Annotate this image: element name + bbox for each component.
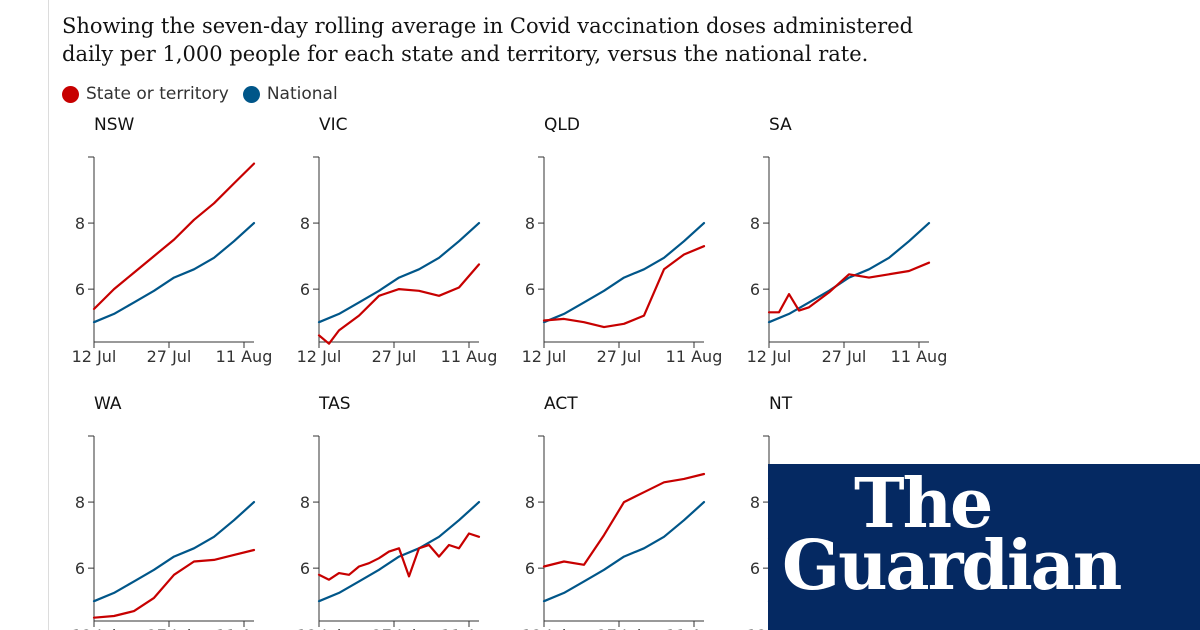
y-tick-label-nsw-6: 6 (75, 280, 85, 299)
legend-item-national: National (242, 84, 338, 104)
national-line-sa (767, 222, 931, 324)
x-tick-label-tas-2: 11 Aug (441, 626, 498, 630)
y-tick-label-act-8: 8 (525, 493, 535, 512)
panel-qld: QLD 6 8 12 Jul 27 Jul 11 Aug (522, 115, 723, 366)
state-line-qld (542, 245, 706, 329)
logo-line-1: The (854, 464, 993, 544)
panel-tas: TAS 6 8 12 Jul 27 Jul 11 Aug (297, 394, 498, 630)
y-tick-label-nt-8: 8 (750, 493, 760, 512)
x-tick-label-wa-1: 27 Jul (147, 626, 192, 630)
national-line-vic (317, 222, 481, 324)
panel-vic: VIC 6 8 12 Jul 27 Jul 11 Aug (297, 115, 498, 366)
legend-item-state: State or territory (62, 84, 229, 104)
x-tick-label-sa-2: 11 Aug (891, 347, 948, 366)
state-line-nsw (92, 162, 256, 311)
x-tick-label-qld-2: 11 Aug (666, 347, 723, 366)
x-tick-label-sa-0: 12 Jul (747, 347, 792, 366)
y-tick-label-wa-6: 6 (75, 559, 85, 578)
panel-title-tas: TAS (318, 394, 351, 414)
panel-title-nt: NT (769, 394, 793, 414)
y-tick-label-tas-6: 6 (300, 559, 310, 578)
panel-wa: WA 6 8 12 Jul 27 Jul 11 Aug (72, 394, 273, 630)
x-tick-label-vic-2: 11 Aug (441, 347, 498, 366)
panel-title-qld: QLD (544, 115, 580, 135)
legend: State or territory National (62, 82, 352, 106)
panel-nsw: NSW 6 8 12 Jul 27 Jul 11 Aug (72, 115, 273, 366)
x-tick-label-act-1: 27 Jul (597, 626, 642, 630)
y-tick-label-vic-8: 8 (300, 214, 310, 233)
state-line-act (542, 472, 706, 568)
y-tick-label-sa-6: 6 (750, 280, 760, 299)
y-tick-label-qld-8: 8 (525, 214, 535, 233)
state-line-tas (317, 532, 481, 581)
national-line-nsw (92, 222, 256, 324)
x-tick-label-qld-0: 12 Jul (522, 347, 567, 366)
logo-line-2: Guardian (782, 526, 1122, 606)
x-tick-label-act-0: 12 Jul (522, 626, 567, 630)
y-tick-label-vic-6: 6 (300, 280, 310, 299)
national-color-dot (242, 85, 260, 103)
x-tick-label-vic-0: 12 Jul (297, 347, 342, 366)
national-line-qld (542, 222, 706, 324)
x-tick-label-wa-0: 12 Jul (72, 626, 117, 630)
panel-title-vic: VIC (319, 115, 348, 135)
chart-subtitle: Showing the seven-day rolling average in… (62, 14, 914, 66)
x-tick-label-tas-1: 27 Jul (372, 626, 417, 630)
panel-act: ACT 6 8 12 Jul 27 Jul 11 Aug (522, 394, 723, 630)
legend-label-national: National (266, 84, 338, 104)
x-tick-label-vic-1: 27 Jul (372, 347, 417, 366)
panel-title-sa: SA (769, 115, 792, 135)
y-tick-label-wa-8: 8 (75, 493, 85, 512)
y-tick-label-qld-6: 6 (525, 280, 535, 299)
panel-title-wa: WA (94, 394, 122, 414)
state-color-dot (62, 85, 79, 103)
guardian-logo: The Guardian (768, 464, 1200, 630)
state-line-sa (767, 261, 931, 314)
x-tick-label-qld-1: 27 Jul (597, 347, 642, 366)
x-tick-label-sa-1: 27 Jul (822, 347, 867, 366)
national-line-act (542, 501, 706, 603)
x-tick-label-nsw-1: 27 Jul (147, 347, 192, 366)
y-tick-label-act-6: 6 (525, 559, 535, 578)
x-tick-label-act-2: 11 Aug (666, 626, 723, 630)
state-line-wa (92, 548, 256, 619)
x-tick-label-nsw-0: 12 Jul (72, 347, 117, 366)
x-tick-label-wa-2: 11 Aug (216, 626, 273, 630)
national-line-wa (92, 501, 256, 603)
panel-title-act: ACT (544, 394, 578, 414)
national-line-tas (317, 501, 481, 603)
x-tick-label-nsw-2: 11 Aug (216, 347, 273, 366)
left-rule (48, 0, 49, 630)
y-tick-label-tas-8: 8 (300, 493, 310, 512)
y-tick-label-nsw-8: 8 (75, 214, 85, 233)
y-tick-label-sa-8: 8 (750, 214, 760, 233)
panel-title-nsw: NSW (94, 115, 135, 135)
state-line-vic (317, 263, 481, 345)
y-tick-label-nt-6: 6 (750, 559, 760, 578)
legend-label-state: State or territory (86, 84, 229, 104)
panel-sa: SA 6 8 12 Jul 27 Jul 11 Aug (747, 115, 948, 366)
x-tick-label-tas-0: 12 Jul (297, 626, 342, 630)
